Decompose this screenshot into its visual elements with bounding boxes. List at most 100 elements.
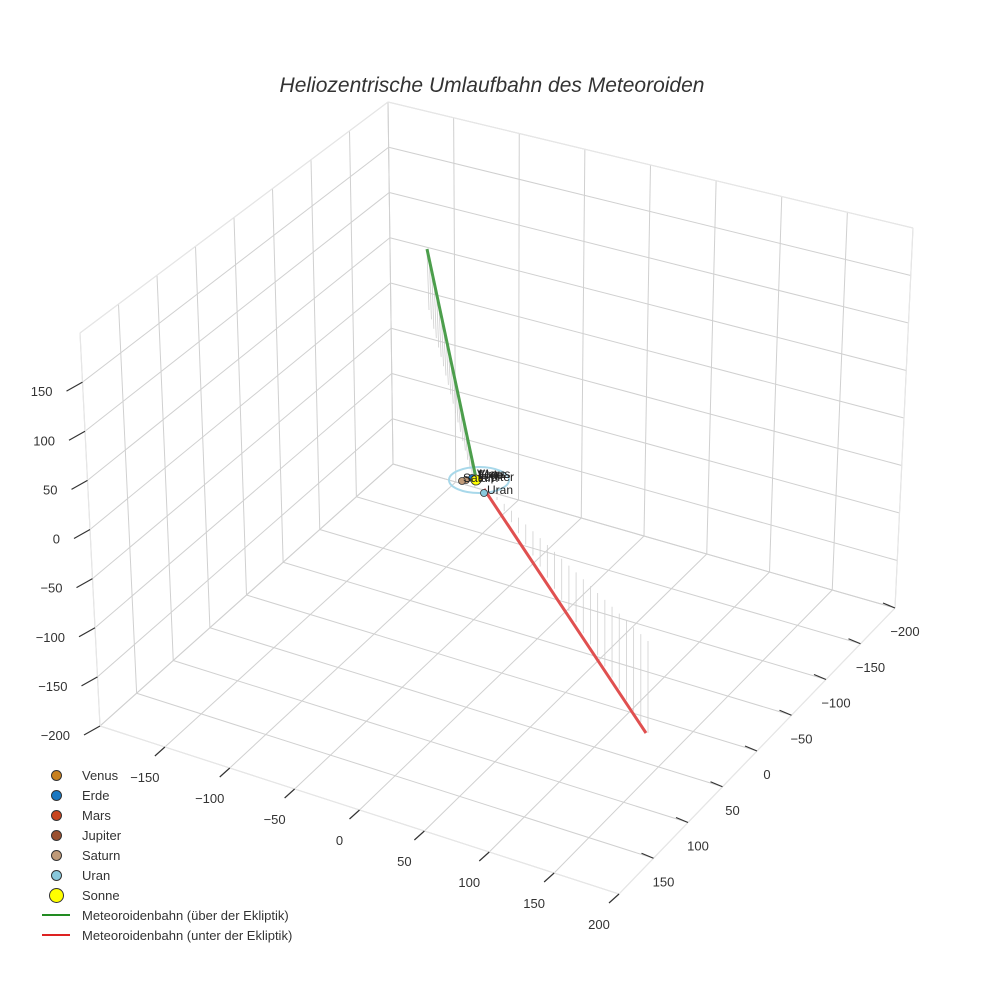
planet-label: Jupiter xyxy=(478,470,514,484)
legend-item[interactable]: Venus xyxy=(36,765,292,785)
legend-label: Mars xyxy=(82,807,111,823)
x-tick-mark xyxy=(543,872,555,883)
legend-label: Saturn xyxy=(82,847,121,863)
x-tick-label: 50 xyxy=(397,854,411,869)
legend-label: Uran xyxy=(82,867,111,883)
z-tick-mark xyxy=(81,676,98,687)
y-tick-mark xyxy=(882,602,896,609)
box-edge xyxy=(894,227,914,609)
grid-line xyxy=(87,237,391,481)
planet-marker-saturn[interactable] xyxy=(458,477,466,485)
legend-item[interactable]: Sonne xyxy=(36,885,292,905)
legend-marker-icon xyxy=(50,849,62,861)
z-tick-mark xyxy=(68,430,86,441)
z-tick-mark xyxy=(76,578,93,589)
y-tick-label: 50 xyxy=(725,803,739,818)
grid-walls xyxy=(79,101,914,895)
y-tick-mark xyxy=(641,852,654,859)
grid-line xyxy=(359,535,645,811)
z-tick-mark xyxy=(66,381,83,392)
legend-label: Jupiter xyxy=(82,827,122,843)
grid-line xyxy=(389,237,907,371)
legend-item[interactable]: Mars xyxy=(36,805,292,825)
x-tick-label: 150 xyxy=(523,896,545,911)
grid-line xyxy=(387,101,394,465)
planet-label: Uran xyxy=(487,483,513,497)
y-tick-label: −100 xyxy=(821,696,850,711)
legend[interactable]: Venus Erde Mars Jupiter Saturn Uran Sonne Meteo… xyxy=(36,765,292,945)
z-tick-label: −200 xyxy=(41,728,70,743)
chart-title: Heliozentrische Umlaufbahn des Meteoroid… xyxy=(279,74,705,97)
grid-line xyxy=(390,282,905,419)
grid-line xyxy=(84,192,390,432)
y-tick-mark xyxy=(779,709,792,716)
legend-marker-icon xyxy=(48,887,64,903)
x-tick-mark xyxy=(413,830,425,841)
x-tick-mark xyxy=(608,893,620,904)
legend-marker-icon xyxy=(50,769,62,781)
z-tick-mark xyxy=(78,627,96,638)
z-tick-label: 50 xyxy=(43,482,57,497)
meteoroid-path-below xyxy=(482,488,648,734)
z-tick-mark xyxy=(73,528,91,540)
legend-marker-icon xyxy=(50,869,62,881)
legend-label: Venus xyxy=(82,767,119,783)
y-tick-mark xyxy=(710,781,723,788)
legend-label: Sonne xyxy=(82,887,120,903)
x-tick-label: 100 xyxy=(458,875,480,890)
z-tick-label: 150 xyxy=(31,384,53,399)
planet-label: Erde xyxy=(478,468,504,482)
axis-ticks: −200 −150 −100 −50 0 50 100 150 −150 −100 −50 0 50 10… xyxy=(31,381,920,932)
legend-label: Meteoroidenbahn (unter der Ekliptik) xyxy=(82,927,293,943)
y-tick-label: 100 xyxy=(687,839,709,854)
z-tick-label: −100 xyxy=(36,630,65,645)
z-tick-label: 0 xyxy=(53,532,60,547)
grid-line xyxy=(580,149,586,519)
drop-line xyxy=(448,353,452,395)
y-tick-label: 0 xyxy=(763,767,770,782)
legend-item[interactable]: Jupiter xyxy=(36,825,292,845)
legend-item[interactable]: Meteoroidenbahn (über der Ekliptik) xyxy=(36,905,292,925)
y-tick-label: −200 xyxy=(890,624,919,639)
grid-line xyxy=(82,146,389,383)
planet-marker-sonne[interactable] xyxy=(470,474,482,486)
grid-line xyxy=(349,130,357,497)
z-tick-label: −50 xyxy=(40,581,62,596)
grid-line xyxy=(282,561,792,716)
grid-line xyxy=(89,282,391,530)
drop-line xyxy=(453,376,457,414)
legend-item[interactable]: Erde xyxy=(36,785,292,805)
z-tick-mark xyxy=(83,725,101,736)
y-tick-mark xyxy=(848,638,861,645)
grid-line xyxy=(229,499,519,769)
drop-line xyxy=(441,318,444,367)
drop-line xyxy=(450,364,454,404)
grid-line xyxy=(319,529,827,680)
legend-item[interactable]: Saturn xyxy=(36,845,292,865)
legend-marker-icon xyxy=(50,829,62,841)
drop-line xyxy=(433,284,437,339)
z-tick-label: 100 xyxy=(33,433,55,448)
legend-label: Meteoroidenbahn (über der Ekliptik) xyxy=(82,907,289,923)
drop-line xyxy=(429,261,432,320)
planet-marker-uran[interactable] xyxy=(480,489,488,497)
drop-line xyxy=(431,272,435,329)
grid-line xyxy=(389,192,909,324)
x-tick-label: −150 xyxy=(130,770,159,785)
legend-label: Erde xyxy=(82,787,110,803)
x-tick-label: 0 xyxy=(336,833,343,848)
z-tick-label: −150 xyxy=(38,679,67,694)
grid-line xyxy=(310,159,321,530)
uranus-orbit xyxy=(448,466,510,494)
drop-line xyxy=(436,295,440,348)
grid-line xyxy=(388,146,911,276)
planet-label: Mars xyxy=(479,467,506,481)
x-tick-label: −50 xyxy=(264,812,286,827)
legend-item[interactable]: Uran xyxy=(36,865,292,885)
meteoroid-path-above xyxy=(425,248,478,479)
x-tick-mark xyxy=(349,809,360,820)
legend-marker-icon xyxy=(50,809,62,821)
legend-item[interactable]: Meteoroidenbahn (unter der Ekliptik) xyxy=(36,925,292,945)
